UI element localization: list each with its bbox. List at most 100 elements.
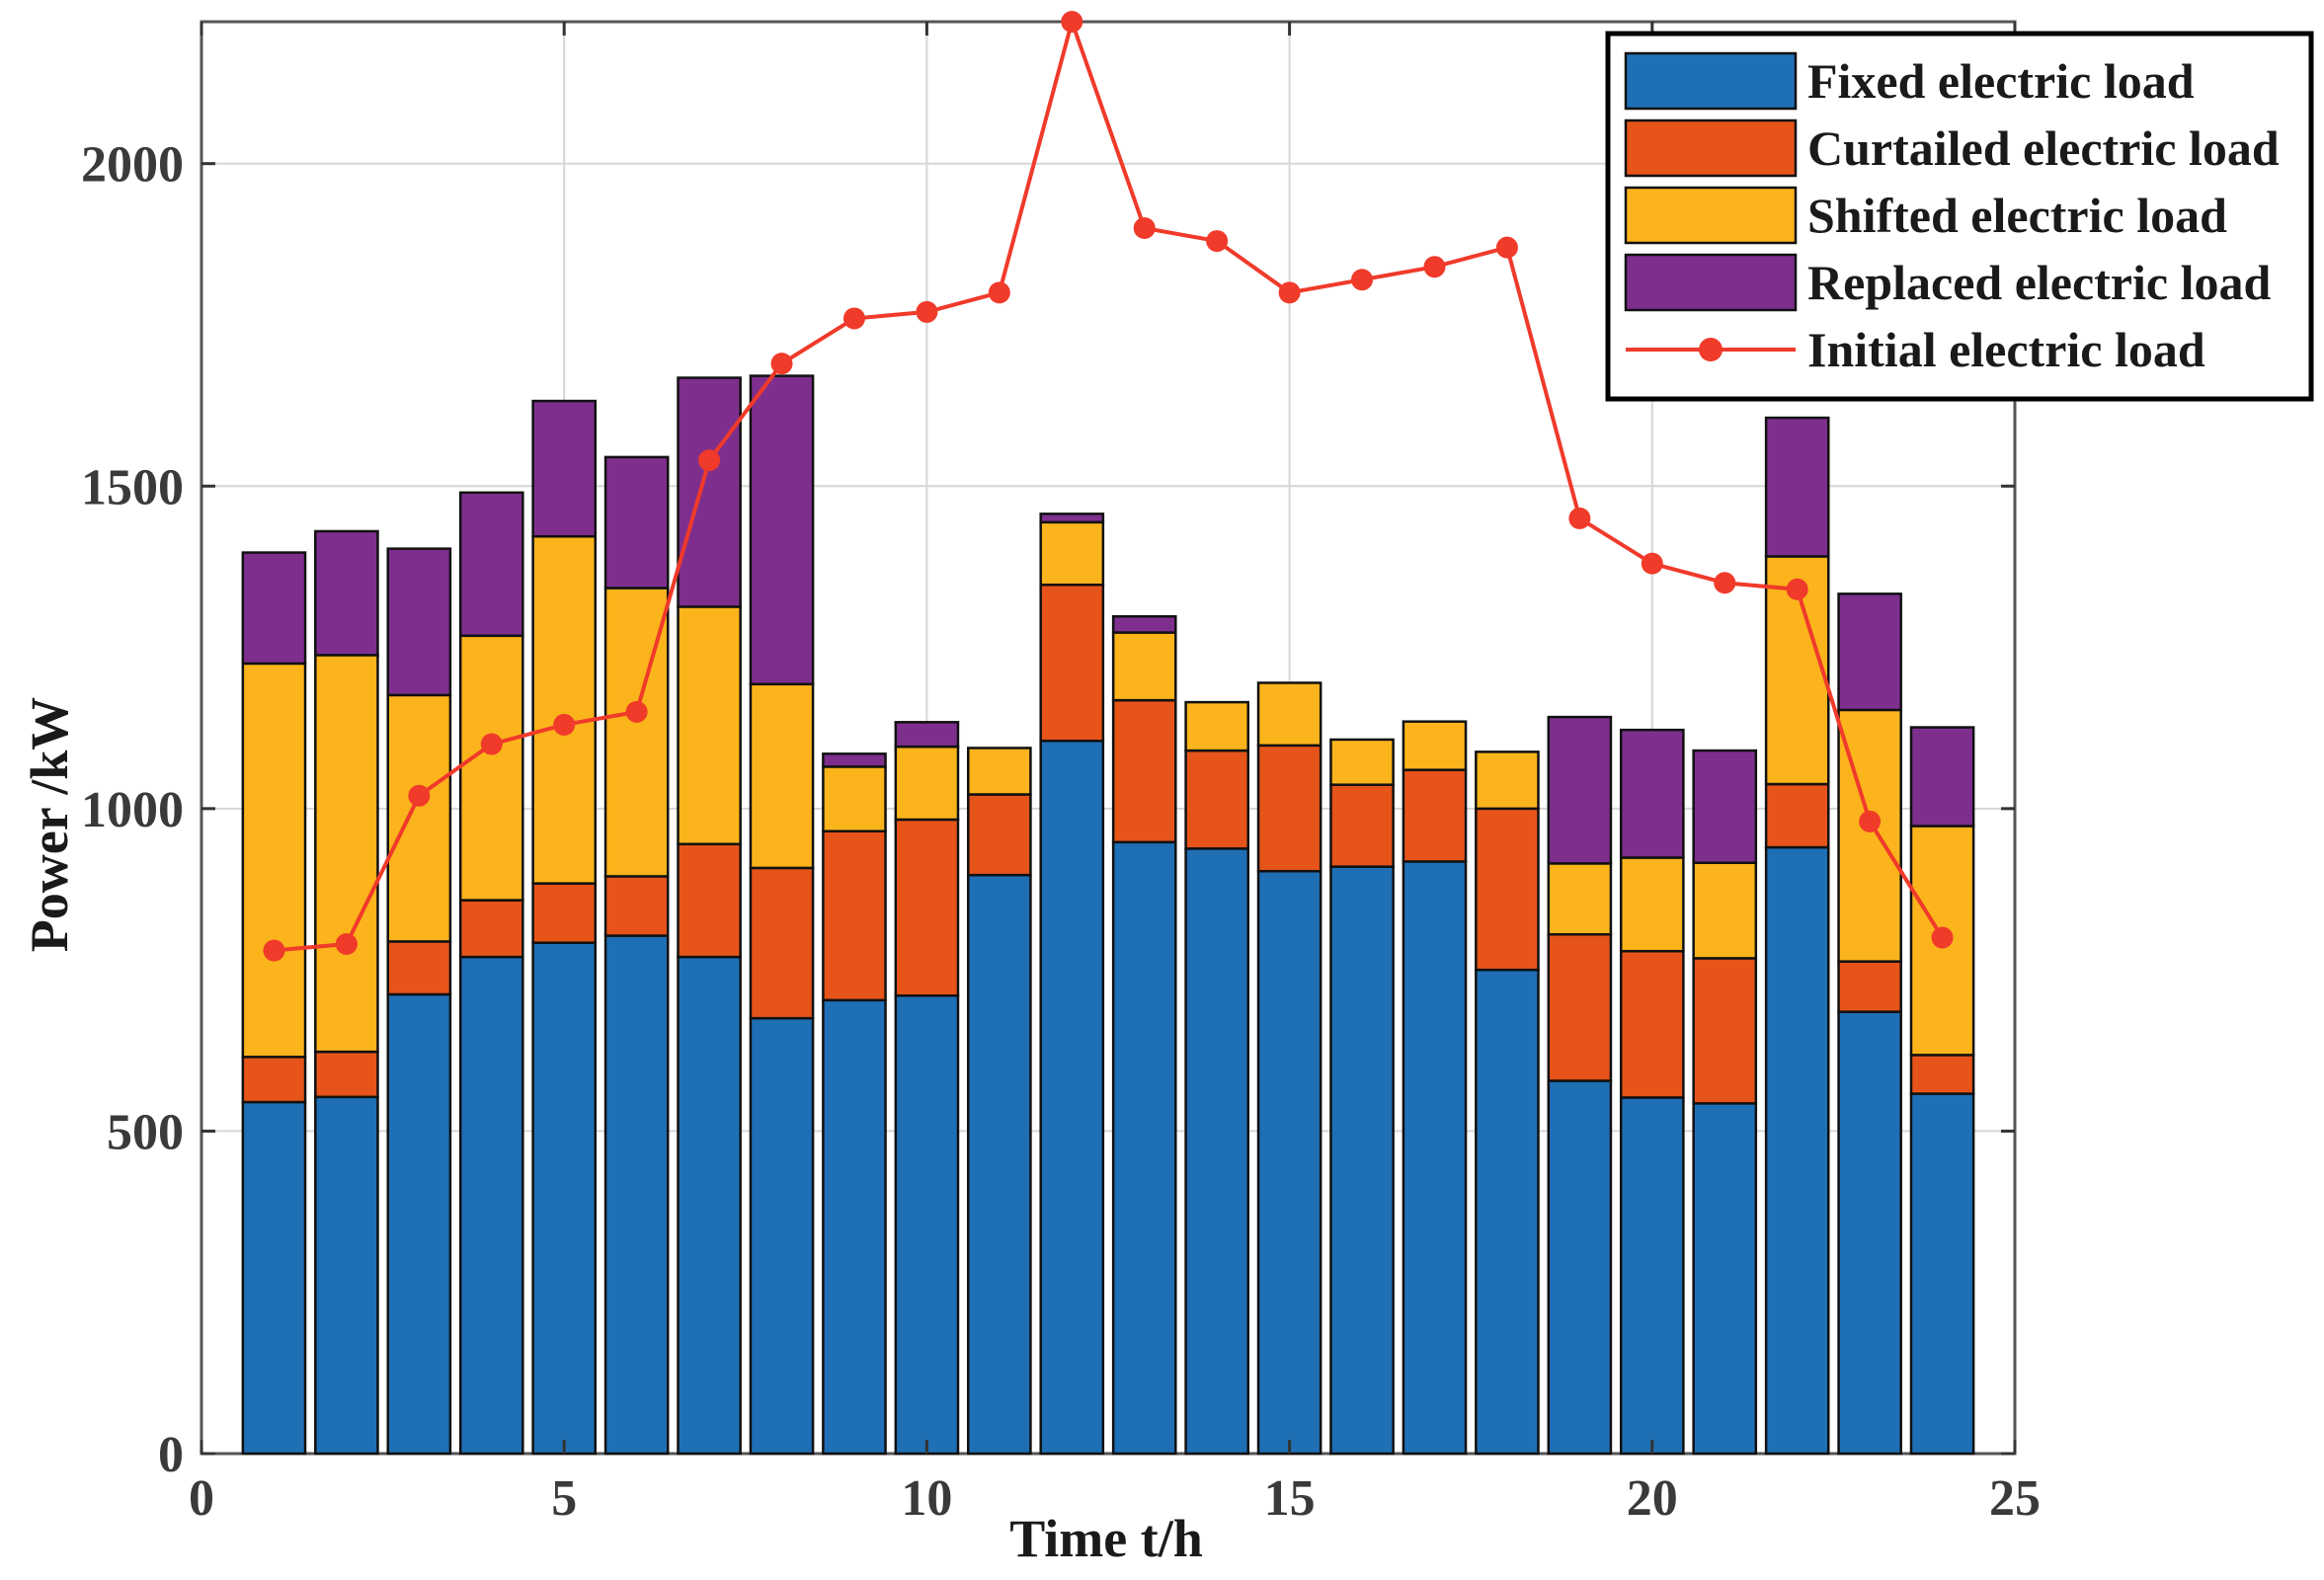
bar-curtailed-24 — [1909, 1054, 1975, 1095]
legend-label-1: Curtailed electric load — [1807, 120, 2280, 176]
bar-replaced-12 — [1039, 513, 1105, 524]
x-axis-title: Time t/h — [1009, 1509, 1203, 1568]
bar-fixed-20 — [1619, 1096, 1685, 1456]
initial-load-point-4 — [480, 733, 503, 755]
bar-fixed-5 — [531, 941, 598, 1456]
legend-swatch-marker — [1699, 338, 1723, 361]
x-tick-label: 25 — [1989, 1470, 2041, 1527]
bar-shifted-3 — [386, 693, 452, 943]
bar-shifted-1 — [241, 662, 307, 1059]
bar-shifted-4 — [458, 634, 524, 902]
legend-label-3: Replaced electric load — [1807, 255, 2271, 310]
bar-shifted-9 — [822, 765, 887, 832]
legend-swatch-2 — [1624, 186, 1798, 245]
bar-curtailed-4 — [458, 899, 524, 959]
bar-curtailed-10 — [894, 818, 960, 997]
bar-curtailed-17 — [1402, 768, 1468, 863]
x-tick-label: 15 — [1264, 1470, 1316, 1527]
initial-load-point-15 — [1278, 281, 1301, 304]
bar-fixed-4 — [458, 955, 524, 1456]
bar-shifted-5 — [531, 534, 598, 885]
y-tick-label: 2000 — [81, 137, 184, 194]
bar-fixed-6 — [603, 934, 670, 1456]
legend-swatch-3 — [1624, 253, 1798, 312]
bar-shifted-20 — [1619, 856, 1685, 953]
bar-curtailed-16 — [1329, 783, 1395, 868]
bar-curtailed-12 — [1039, 583, 1105, 743]
bar-replaced-9 — [822, 752, 887, 768]
bar-replaced-19 — [1547, 715, 1613, 865]
bar-shifted-15 — [1256, 681, 1322, 748]
bar-fixed-3 — [386, 992, 452, 1456]
bar-curtailed-14 — [1184, 749, 1249, 850]
bar-shifted-7 — [677, 605, 742, 846]
bar-curtailed-11 — [967, 793, 1032, 877]
bar-fixed-22 — [1764, 845, 1830, 1456]
legend-label-2: Shifted electric load — [1807, 188, 2227, 243]
bars — [241, 374, 1975, 1456]
bar-curtailed-18 — [1475, 807, 1540, 972]
initial-load-point-23 — [1859, 810, 1882, 832]
initial-load-point-2 — [335, 933, 358, 956]
bar-fixed-11 — [967, 873, 1032, 1456]
initial-load-point-24 — [1931, 926, 1954, 949]
bar-shifted-18 — [1475, 750, 1540, 811]
bar-replaced-5 — [531, 399, 598, 538]
bar-shifted-2 — [314, 654, 379, 1054]
bar-shifted-14 — [1184, 700, 1249, 752]
bar-shifted-13 — [1111, 631, 1177, 702]
bar-fixed-18 — [1475, 968, 1540, 1456]
initial-load-point-17 — [1423, 256, 1446, 278]
x-tick-label: 10 — [901, 1470, 952, 1527]
initial-load-point-12 — [1061, 11, 1083, 33]
bar-shifted-11 — [967, 747, 1032, 796]
y-axis-title: Power /kW — [20, 697, 79, 952]
x-tick-label: 0 — [189, 1470, 214, 1527]
bar-fixed-19 — [1547, 1079, 1613, 1456]
bar-curtailed-2 — [314, 1050, 379, 1099]
bar-fixed-2 — [314, 1095, 379, 1456]
bar-replaced-20 — [1619, 728, 1685, 859]
bar-curtailed-22 — [1764, 782, 1830, 849]
bar-curtailed-19 — [1547, 932, 1613, 1082]
legend-label-0: Fixed electric load — [1807, 53, 2195, 109]
bar-curtailed-21 — [1692, 957, 1758, 1105]
initial-load-point-14 — [1206, 230, 1229, 253]
line-series — [263, 11, 1954, 962]
y-tick-label: 1000 — [81, 782, 184, 838]
x-tick-label: 20 — [1627, 1470, 1678, 1527]
bar-replaced-8 — [749, 374, 815, 686]
bar-shifted-19 — [1547, 862, 1613, 936]
initial-load-line — [274, 20, 1945, 953]
initial-load-point-18 — [1495, 236, 1518, 259]
bar-fixed-21 — [1692, 1102, 1758, 1456]
legend-label-4: Initial electric load — [1807, 322, 2205, 377]
bar-replaced-1 — [241, 551, 307, 666]
bar-fixed-10 — [894, 994, 960, 1456]
bar-fixed-12 — [1039, 740, 1105, 1456]
initial-load-point-11 — [988, 281, 1010, 304]
initial-load-point-19 — [1568, 507, 1591, 529]
bar-fixed-24 — [1909, 1092, 1975, 1456]
initial-load-point-9 — [842, 307, 865, 330]
x-tick-label: 5 — [551, 1470, 577, 1527]
initial-load-point-3 — [408, 784, 431, 807]
bar-replaced-6 — [603, 455, 670, 590]
bar-fixed-23 — [1837, 1010, 1902, 1456]
bar-curtailed-9 — [822, 830, 887, 1002]
bar-replaced-4 — [458, 491, 524, 638]
initial-load-point-1 — [263, 939, 285, 962]
y-tick-label: 0 — [158, 1427, 184, 1483]
initial-load-point-7 — [698, 449, 721, 472]
bar-replaced-10 — [894, 721, 960, 749]
bar-curtailed-8 — [749, 866, 815, 1020]
bar-shifted-12 — [1039, 520, 1105, 587]
bar-fixed-7 — [677, 955, 742, 1456]
initial-load-point-22 — [1786, 578, 1808, 600]
bar-curtailed-7 — [677, 842, 742, 959]
bar-fixed-8 — [749, 1016, 815, 1456]
bar-fixed-1 — [241, 1100, 307, 1456]
y-tick-label: 500 — [107, 1104, 184, 1160]
initial-load-point-13 — [1133, 217, 1156, 240]
